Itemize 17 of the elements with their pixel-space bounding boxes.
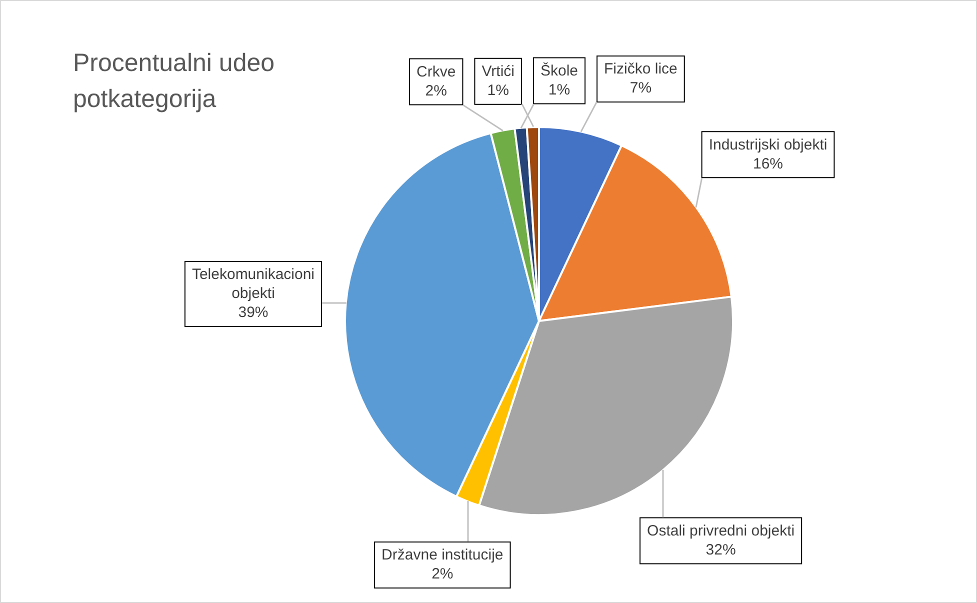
data-label: 32% [706,541,736,558]
data-label: 1% [548,81,570,98]
slice-label: Vrtići [482,63,515,80]
data-label: 2% [432,566,454,583]
slice-label: Ostali privredni objekti [647,522,795,540]
slice-label: Crkve [416,63,456,80]
slice-label: Fizičko lice [604,60,678,78]
chart-title: Procentualni udeo potkategorija [73,48,276,115]
slice-label: Škole [540,61,578,80]
data-label: 2% [425,82,447,100]
slice-label: Državne institucije [382,546,504,564]
data-label: 39% [238,304,268,322]
data-label: 7% [630,80,652,97]
data-label: 16% [752,155,784,172]
slice-label: Telekomunikacioni objekti [192,266,315,302]
slice-label: Industrijski objekti [708,136,828,154]
data-label: 1% [487,82,509,100]
